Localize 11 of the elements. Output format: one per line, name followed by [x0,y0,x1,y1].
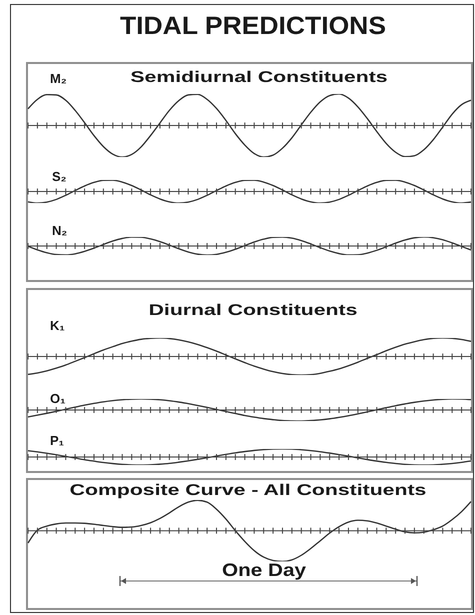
chart-title: Composite Curve - All Constituents [69,482,426,499]
series-label: S₂ [52,169,66,184]
series-label: N₂ [52,223,68,238]
text: K₁ [50,318,65,333]
series-label: M₂ [50,71,67,86]
annotation: One Day [222,560,306,580]
chart-title: TIDAL PREDICTIONS [119,12,386,40]
chart-subtitle: Semidiurnal Constituents [130,69,388,86]
series-label: P₁ [50,433,64,448]
series-label: O₁ [50,391,66,406]
chart-title: Diurnal Constituents [148,302,357,319]
